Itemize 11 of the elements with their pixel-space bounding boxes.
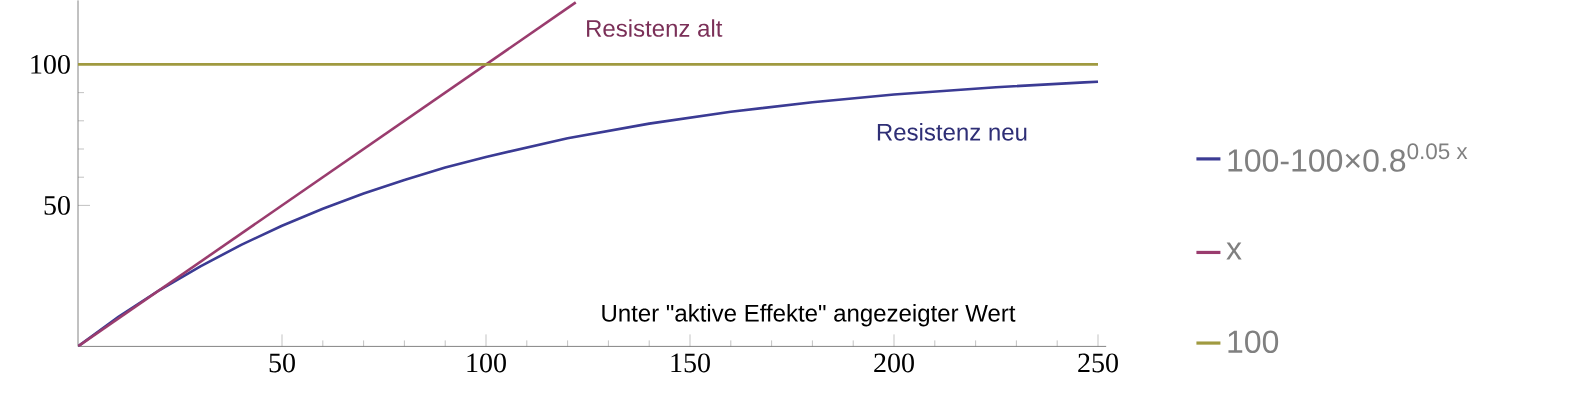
x-tick-label: 200	[874, 353, 914, 373]
annotation: Resistenz neu	[877, 122, 1027, 141]
x-tick-label: 50	[269, 353, 295, 373]
x-tick-label: 100	[467, 353, 506, 373]
legend-label: 100-100×0.8$^{0.05 x}$	[1228, 143, 1468, 172]
legend-label: 100	[1228, 330, 1279, 353]
x-axis-title: Unter "aktive Effekte" angezeigter Wert	[602, 303, 1016, 327]
legend-label: x	[1226, 242, 1242, 260]
x-tick-label: 250	[1078, 353, 1118, 373]
x-tick-label: 150	[671, 353, 710, 373]
annotation: Resistenz alt	[587, 19, 723, 37]
